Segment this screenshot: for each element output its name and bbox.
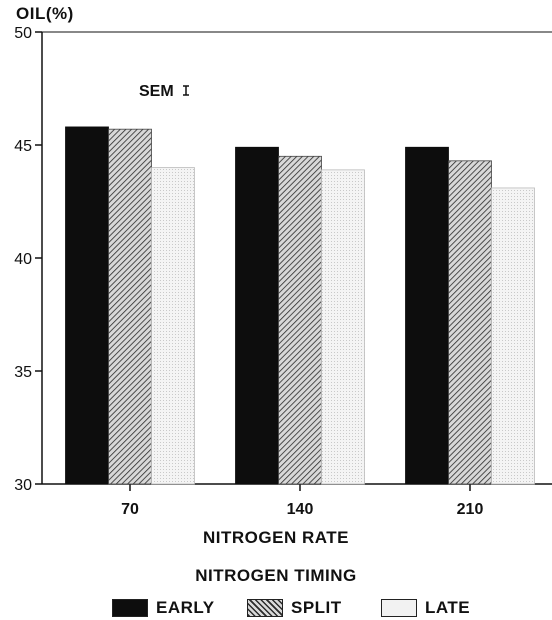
legend-item-split: SPLIT bbox=[247, 597, 342, 619]
sem-label: SEM bbox=[139, 83, 174, 100]
bar-early bbox=[405, 146, 449, 485]
legend-label-early: EARLY bbox=[156, 598, 215, 617]
y-axis-label: OIL(%) bbox=[16, 4, 74, 23]
bar-split bbox=[278, 155, 322, 485]
bar-split bbox=[108, 128, 152, 485]
legend-label-split: SPLIT bbox=[291, 598, 342, 617]
legend-swatch-late bbox=[381, 599, 417, 617]
x-tick-label: 140 bbox=[287, 501, 314, 518]
y-tick-label: 30 bbox=[14, 477, 32, 494]
bar-split bbox=[448, 160, 492, 485]
bar-late bbox=[151, 167, 195, 485]
legend-title: NITROGEN TIMING bbox=[195, 566, 357, 585]
legend-swatch-early bbox=[112, 599, 148, 617]
bar-late bbox=[321, 169, 365, 485]
x-tick-label: 70 bbox=[121, 501, 139, 518]
bar-early bbox=[235, 146, 279, 485]
sem-error-bar-icon bbox=[183, 85, 190, 96]
y-tick-label: 40 bbox=[14, 251, 32, 268]
bars bbox=[65, 126, 535, 485]
axes: 30 35 40 45 50 70 140 210 bbox=[14, 25, 552, 518]
sem-annotation: SEM bbox=[139, 83, 192, 101]
legend-item-early: EARLY bbox=[112, 597, 215, 619]
y-tick-label: 35 bbox=[14, 364, 32, 381]
legend-swatch-split bbox=[247, 599, 283, 617]
legend: EARLY SPLIT LATE bbox=[0, 597, 552, 619]
y-tick-label: 45 bbox=[14, 138, 32, 155]
y-tick-label: 50 bbox=[14, 25, 32, 42]
x-tick-label: 210 bbox=[457, 501, 484, 518]
x-axis-label: NITROGEN RATE bbox=[203, 528, 349, 547]
legend-label-late: LATE bbox=[425, 598, 471, 617]
bar-late bbox=[491, 187, 535, 485]
bar-early bbox=[65, 126, 109, 485]
legend-item-late: LATE bbox=[381, 597, 470, 619]
